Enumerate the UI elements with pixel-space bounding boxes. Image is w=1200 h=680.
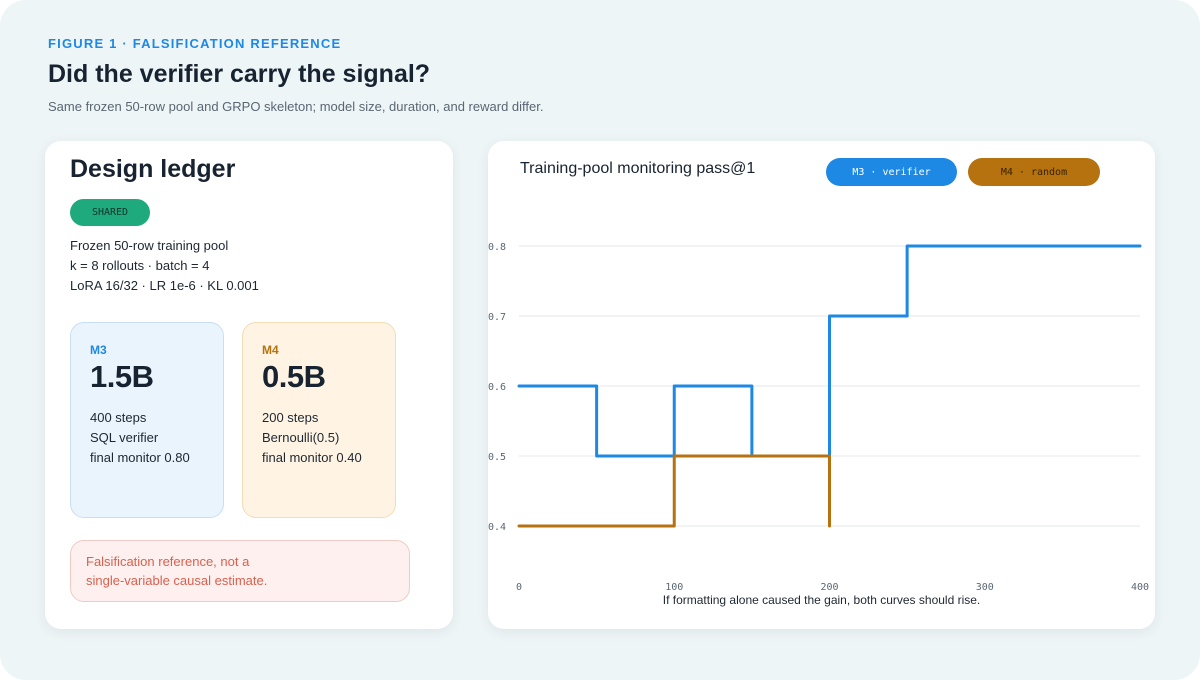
- caveat-note: Falsification reference, not a single-va…: [70, 540, 410, 602]
- model-details: 400 steps SQL verifier final monitor 0.8…: [90, 408, 190, 468]
- model-card-m4: M4 0.5B 200 steps Bernoulli(0.5) final m…: [242, 322, 396, 518]
- ledger-title: Design ledger: [70, 155, 236, 183]
- y-tick-label: 0.6: [488, 382, 506, 393]
- model-detail-line: final monitor 0.40: [262, 450, 362, 465]
- chart-caption: If formatting alone caused the gain, bot…: [662, 593, 981, 607]
- line-chart: 0.4 0.5 0.6 0.7 0.8 0 100 200 300 400: [488, 242, 1149, 593]
- model-detail-line: final monitor 0.80: [90, 450, 190, 465]
- model-details: 200 steps Bernoulli(0.5) final monitor 0…: [262, 408, 362, 468]
- model-card-m3: M3 1.5B 400 steps SQL verifier final mon…: [70, 322, 224, 518]
- y-tick-label: 0.5: [488, 452, 506, 463]
- figure-title: Did the verifier carry the signal?: [48, 60, 431, 88]
- model-detail-line: 400 steps: [90, 410, 147, 425]
- figure-eyebrow: FIGURE 1 · FALSIFICATION REFERENCE: [48, 36, 342, 51]
- chart-title: Training-pool monitoring pass@1: [520, 160, 756, 177]
- shared-settings: Frozen 50-row training pool k = 8 rollou…: [70, 236, 259, 296]
- x-tick-label: 0: [516, 582, 522, 593]
- shared-setting-line: k = 8 rollouts · batch = 4: [70, 258, 210, 273]
- model-size: 1.5B: [90, 359, 154, 394]
- x-tick-label: 400: [1131, 582, 1149, 593]
- shared-setting-line: LoRA 16/32 · LR 1e-6 · KL 0.001: [70, 278, 259, 293]
- model-name: M3: [90, 343, 107, 357]
- y-tick-label: 0.4: [488, 522, 506, 533]
- shared-badge: SHARED: [70, 199, 150, 226]
- x-tick-label: 100: [665, 582, 683, 593]
- design-ledger-card: Design ledger SHARED Frozen 50-row train…: [45, 141, 453, 629]
- model-detail-line: SQL verifier: [90, 430, 159, 445]
- caveat-line: single-variable causal estimate.: [86, 573, 268, 588]
- legend-item-m4: M4 · random: [968, 158, 1100, 186]
- chart-card: Training-pool monitoring pass@1 M3 · ver…: [488, 141, 1155, 629]
- caveat-line: Falsification reference, not a: [86, 554, 250, 569]
- shared-setting-line: Frozen 50-row training pool: [70, 238, 229, 253]
- figure-subtitle: Same frozen 50-row pool and GRPO skeleto…: [48, 99, 544, 114]
- model-size: 0.5B: [262, 359, 326, 394]
- x-tick-label: 300: [976, 582, 994, 593]
- model-name: M4: [262, 343, 279, 357]
- series-line: [517, 454, 831, 528]
- model-detail-line: 200 steps: [262, 410, 319, 425]
- model-detail-line: Bernoulli(0.5): [262, 430, 340, 445]
- y-tick-label: 0.8: [488, 242, 506, 253]
- legend-item-m3: M3 · verifier: [826, 158, 957, 186]
- series-line: [517, 244, 1142, 458]
- y-tick-label: 0.7: [488, 312, 506, 323]
- x-tick-label: 200: [820, 582, 838, 593]
